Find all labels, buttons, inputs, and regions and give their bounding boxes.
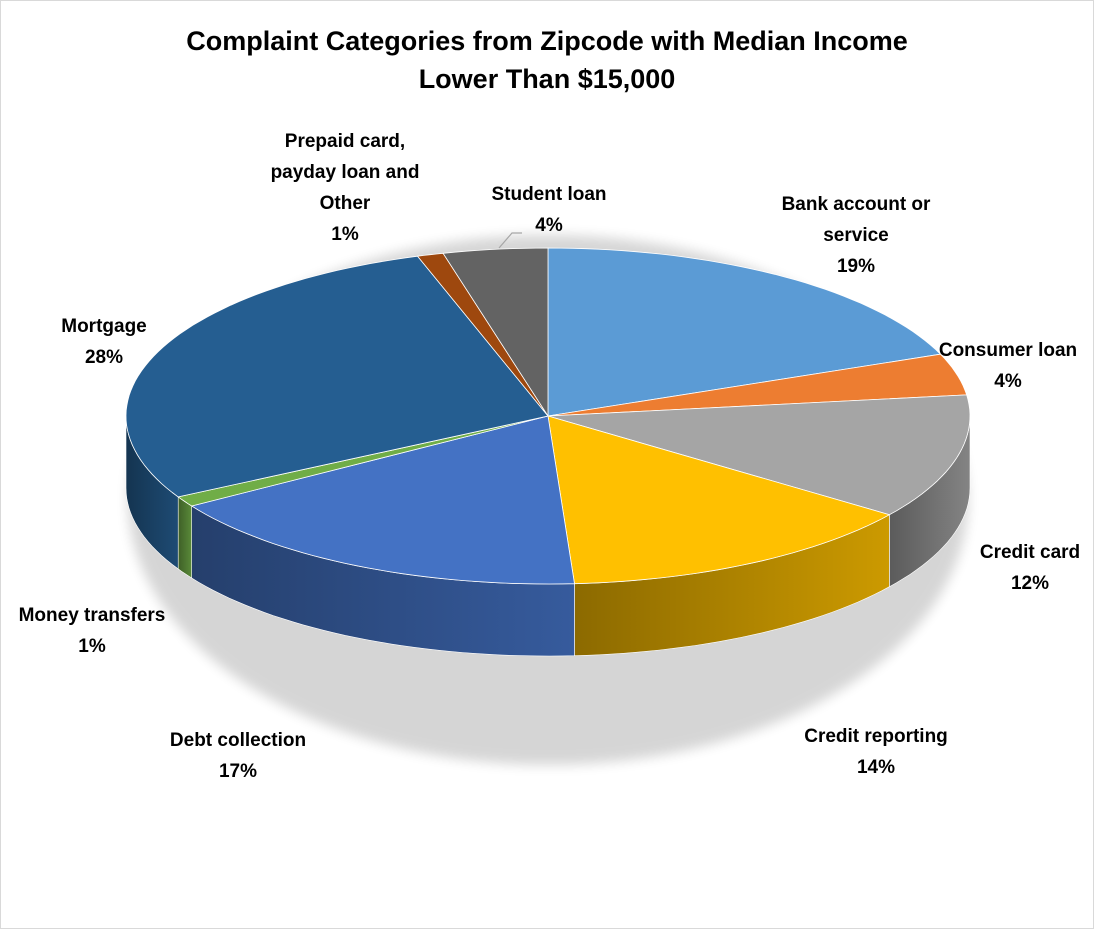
pie-side-5 (177, 496, 192, 579)
leader-line-student-loan (498, 232, 522, 249)
pie-slice-6 (125, 255, 549, 498)
data-labels: Bank account or service 19% Consumer loan 4%… (19, 131, 1081, 782)
data-label-7: Prepaid card, payday loan and Other 1% (271, 131, 420, 245)
pie-tops (125, 247, 971, 585)
data-label-6: Mortgage 28% (61, 316, 147, 368)
pie-slice-3 (547, 415, 890, 585)
data-label-5: Money transfers 1% (19, 605, 166, 657)
pie-slice-1 (547, 353, 968, 417)
pie-slice-0 (547, 247, 941, 417)
data-label-2: Credit card 12% (980, 542, 1080, 594)
pie-slice-8 (442, 247, 549, 417)
pie-sides (125, 415, 971, 657)
data-label-0: Bank account or service 19% (782, 194, 931, 277)
data-label-8: Student loan 4% (491, 184, 606, 236)
pie-slice-4 (191, 415, 575, 585)
chart-title-line-1: Complaint Categories from Zipcode with M… (186, 26, 908, 56)
chart-title: Complaint Categories from Zipcode with M… (0, 22, 1094, 98)
data-label-1: Consumer loan 4% (939, 340, 1077, 392)
pie-slice-2 (547, 394, 971, 516)
chart-title-line-2: Lower Than $15,000 (418, 64, 676, 94)
data-label-4: Debt collection 17% (170, 730, 306, 782)
data-label-3: Credit reporting 14% (804, 726, 948, 778)
